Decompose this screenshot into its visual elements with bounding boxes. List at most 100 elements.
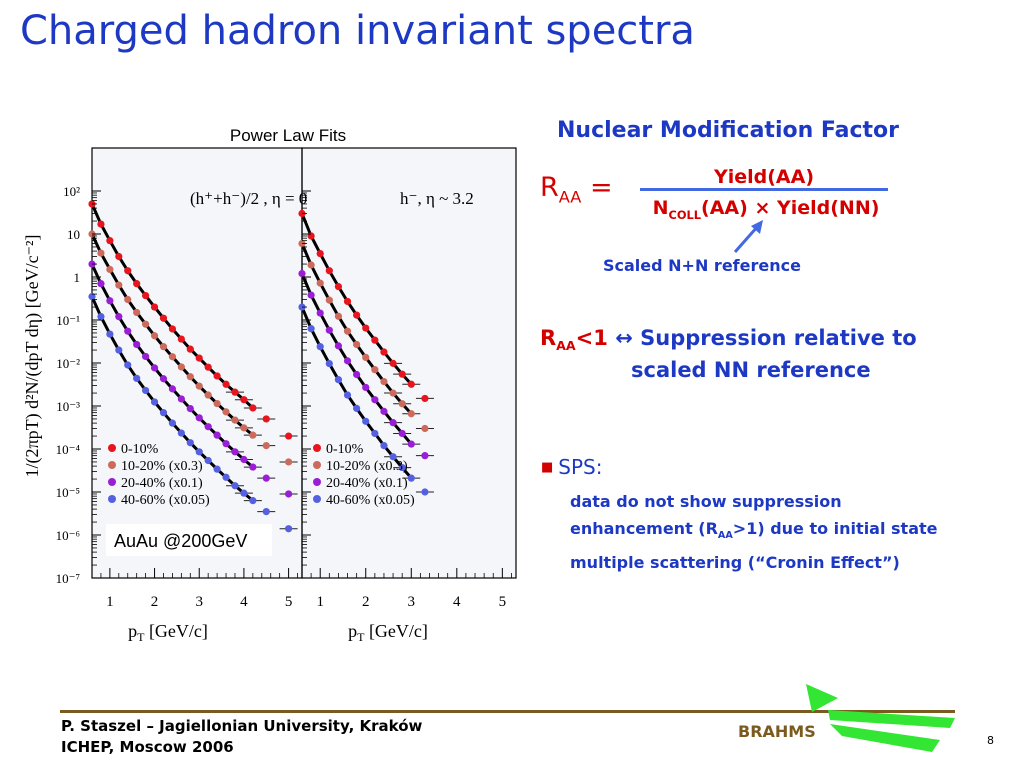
legend-marker <box>108 495 116 503</box>
data-point <box>177 335 185 343</box>
data-point <box>249 431 257 439</box>
data-point <box>343 357 352 365</box>
x-tick-label: 3 <box>408 594 416 610</box>
double-arrow-icon: ↔ <box>615 326 633 350</box>
data-point <box>362 417 370 425</box>
data-point <box>231 482 239 490</box>
data-point <box>325 326 333 334</box>
data-point <box>353 340 361 349</box>
data-point <box>222 473 230 481</box>
left-panel-label: (h⁺+h⁻)/2 , η = 0 <box>190 189 307 208</box>
data-point <box>204 363 212 371</box>
data-point <box>389 453 397 461</box>
data-point <box>195 382 203 390</box>
y-tick-label: 10⁻² <box>56 356 80 371</box>
data-point <box>343 391 352 399</box>
system-label-box <box>106 524 272 556</box>
sps-label: SPS: <box>558 455 603 479</box>
fraction-numerator: Yield(AA) <box>713 166 815 188</box>
data-point <box>407 474 415 482</box>
data-point <box>316 309 324 317</box>
raa-symbol: RAA = <box>540 172 613 206</box>
data-point <box>222 408 230 416</box>
data-point <box>284 490 293 498</box>
den-sub: COLL <box>668 207 702 222</box>
data-point <box>371 366 379 374</box>
arrow-icon <box>733 220 763 253</box>
data-point <box>371 429 379 438</box>
data-point <box>334 342 343 350</box>
data-point <box>115 252 123 261</box>
data-point <box>262 474 270 482</box>
data-point <box>213 465 221 473</box>
legend-entry: 10-20% (x0.3) <box>121 459 203 474</box>
x-axis-label-right: pT [GeV/c] <box>348 621 428 644</box>
data-point <box>231 448 239 456</box>
data-point <box>398 429 406 438</box>
data-point <box>380 348 388 356</box>
legend-entry: 20-40% (x0.1) <box>121 476 203 491</box>
figure-title: Power Law Fits <box>230 126 346 145</box>
data-point <box>334 376 343 384</box>
panel-1: 1 2 3 4 5 <box>88 147 303 610</box>
system-label: AuAu @200GeV <box>114 531 247 551</box>
data-point <box>222 380 230 388</box>
reference-label: Scaled N+N reference <box>603 256 801 275</box>
data-point <box>150 332 159 340</box>
data-point <box>307 325 315 333</box>
data-point <box>249 463 257 471</box>
sps-line3: multiple scattering (“Cronin Effect”) <box>570 553 900 573</box>
data-point <box>316 279 324 287</box>
y-axis-label: 1/(2πpT) d²N/(dpT dη) [GeV/c⁻²] <box>22 235 43 478</box>
data-point <box>389 419 397 427</box>
y-tick-label: 10⁻⁴ <box>56 442 81 457</box>
footer-author: P. Staszel – Jagiellonian University, Kr… <box>61 716 422 758</box>
data-point <box>106 297 114 305</box>
data-point <box>362 353 370 361</box>
data-point <box>213 431 221 439</box>
footer-line2: ICHEP, Moscow 2006 <box>61 738 234 756</box>
right-panel-label: h⁻, η ~ 3.2 <box>400 189 474 208</box>
raa-sub: AA <box>558 187 582 207</box>
data-point <box>168 325 177 333</box>
data-point <box>262 441 270 450</box>
supp-lt: <1 <box>575 326 616 350</box>
data-point <box>284 432 293 440</box>
data-point <box>168 385 177 393</box>
data-point <box>316 250 324 258</box>
data-point <box>343 327 352 335</box>
data-point <box>421 452 429 460</box>
legend-entry: 20-40% (x0.1) <box>326 476 408 491</box>
x-tick-label: 4 <box>453 594 461 610</box>
data-point <box>380 377 388 386</box>
data-point <box>249 404 257 412</box>
suppression-statement-line2: scaled NN reference <box>631 358 871 382</box>
fraction-bar <box>640 188 888 191</box>
data-point <box>133 308 141 317</box>
data-point <box>186 439 194 447</box>
data-point <box>106 237 114 245</box>
data-point <box>142 291 150 300</box>
data-point <box>186 405 194 413</box>
data-point <box>195 414 203 422</box>
data-point <box>115 346 123 354</box>
y-tick-label: 10⁻⁵ <box>56 485 80 500</box>
data-point <box>133 280 141 288</box>
data-point <box>353 404 361 412</box>
data-point <box>186 373 194 381</box>
data-point <box>353 311 361 319</box>
data-point <box>124 327 132 335</box>
x-tick-label: 1 <box>106 594 114 610</box>
sps-text: data do not show suppression enhancement… <box>570 488 938 576</box>
data-point <box>380 441 388 450</box>
data-point <box>284 458 293 466</box>
legend-left: 0-10% 10-20% (x0.3) 20-40% (x0.1) 40-60% (x… <box>108 442 210 508</box>
data-point <box>398 400 406 408</box>
legend-entry: 40-60% (x0.05) <box>121 493 210 508</box>
data-point <box>142 320 150 328</box>
y-tick-label: 1 <box>74 270 81 285</box>
data-point <box>204 456 212 465</box>
legend-right: 0-10% 10-20% (x0.3) 20-40% (x0.1) 40-60% (x… <box>313 442 415 508</box>
data-point <box>115 312 123 321</box>
